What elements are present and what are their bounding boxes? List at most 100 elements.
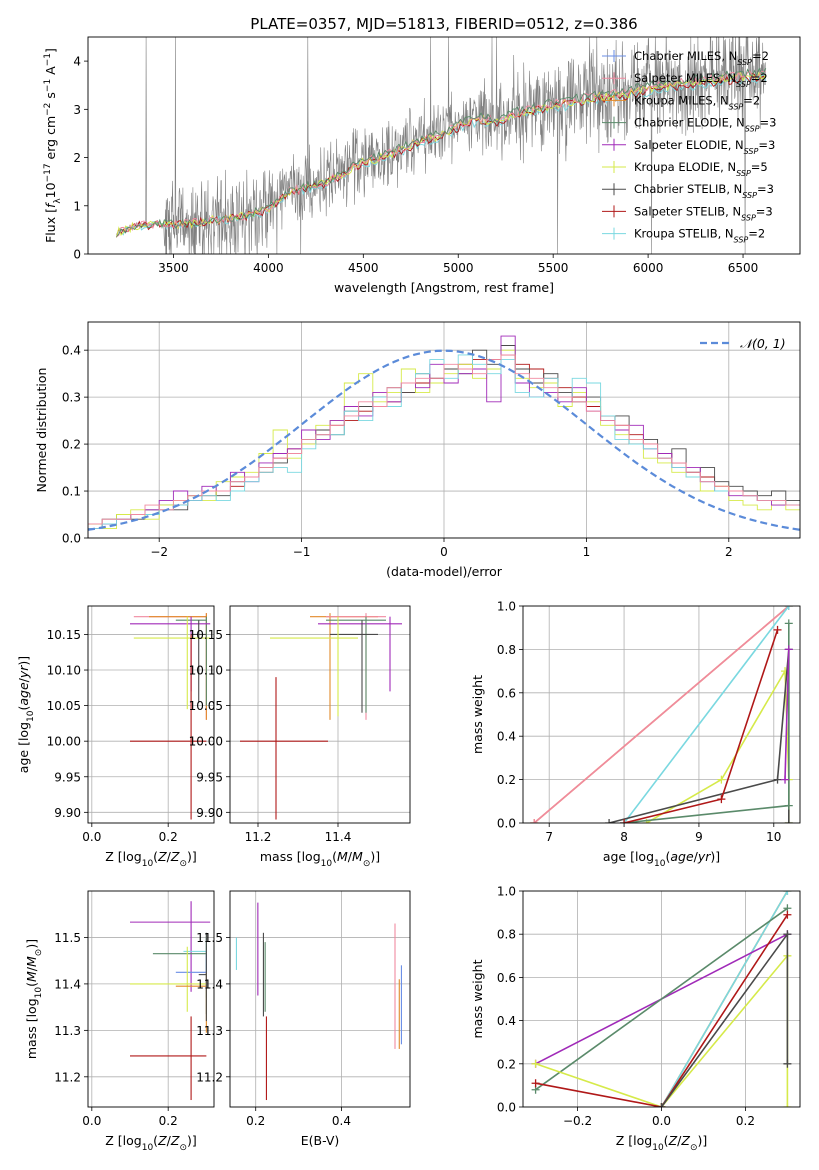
y-axis-label: Flux [fλ10−17 erg cm−2 s−1 A−1] [43,48,63,243]
plot-area [230,891,410,1107]
x-tick-label: 8 [620,830,628,844]
y-tick-label: 9.90 [196,806,223,820]
legend-label-kroupa_elodie: Kroupa ELODIE, NSSP=5 [634,160,768,178]
axes-frame [87,890,215,1108]
axes-frame [87,605,215,824]
weight-marker-kroupa_stelib [784,606,793,610]
x-axis-label: wavelength [Angstrom, rest frame] [334,280,554,295]
x-tick-label: 0.4 [332,1114,351,1128]
legend-label-chabrier_miles: Chabrier MILES, NSSP=2 [634,49,769,67]
x-tick-label: 0.2 [246,1114,265,1128]
x-tick-label: 0 [440,545,448,559]
panel-EBV-vs-mass: 0.2 0.4 11.2 11.3 11.4 11.5 E(B-V) [196,890,411,1148]
x-axis-label: Z [log10(Z/Z⊙)] [105,849,197,869]
weight-marker-kroupa_elodie [531,1059,540,1068]
x-tick-label: −2 [150,545,168,559]
weight-marker-chabrier_stelib [783,930,792,939]
weight-line-salpeter_miles [533,606,790,823]
x-tick-label: 0.0 [652,1114,671,1128]
weight-marker-salpeter_stelib [717,795,726,804]
weight-line-kroupa_stelib [623,606,790,823]
x-axis-label: E(B-V) [301,1133,340,1148]
weight-line-chabrier_elodie [535,907,788,1091]
plot-area [523,606,800,823]
x-tick-label: 4500 [348,261,379,275]
x-tick-label: 2 [725,545,733,559]
y-tick-label: 1 [73,199,81,213]
y-tick-label: 10.05 [189,699,223,713]
weight-marker-chabrier_stelib [773,775,782,784]
y-tick-label: 10.10 [189,664,223,678]
x-tick-label: 10 [766,830,781,844]
legend-label-salpeter_elodie: Salpeter ELODIE, NSSP=3 [634,138,775,156]
x-tick-label: 0.2 [159,830,178,844]
x-axis-label: Z [log10(Z/Z⊙)] [105,1133,197,1153]
y-tick-label: 1.0 [497,885,516,899]
x-tick-label: 1 [583,545,591,559]
weight-marker-chabrier_stelib [605,819,614,823]
panel-Z-vs-massweight: −0.2 0.0 0.2 0.0 0.2 0.4 0.6 0.8 1.0 Z [log10(Z/Z… [470,885,801,1153]
x-tick-label: 9 [695,830,703,844]
y-tick-label: 0.2 [497,773,516,787]
weight-marker-salpeter_stelib [620,819,629,823]
histogram-salpeter_miles [88,354,800,538]
x-axis-label: age [log10(age/yr)] [603,849,720,869]
axes-frame [522,890,801,1108]
y-tick-label: 0.6 [497,686,516,700]
y-tick-label: 0.1 [62,485,81,499]
x-axis-label: Z [log10(Z/Z⊙)] [616,1133,708,1153]
x-tick-label: 3500 [158,261,189,275]
y-tick-label: 10.15 [47,628,81,642]
legend-label-salpeter_stelib: Salpeter STELIB, NSSP=3 [634,204,773,222]
weight-marker-salpeter_stelib [773,625,782,634]
plot-area [88,891,214,1107]
x-axis-label: mass [log10(M/M⊙)] [260,849,380,869]
observed-spectrum [116,37,766,254]
weight-marker-kroupa_elodie [717,775,726,784]
weight-marker-kroupa_elodie [783,1103,792,1107]
legend-label-kroupa_stelib: Kroupa STELIB, NSSP=2 [634,227,765,245]
plot-area [88,606,214,823]
y-tick-label: 0.2 [497,1057,516,1071]
y-tick-label: 11.4 [54,977,81,991]
y-tick-label: 0.4 [497,730,516,744]
weight-marker-salpeter_miles [530,819,539,823]
legend-label-salpeter_miles: Salpeter MILES, NSSP=2 [634,71,768,89]
legend-label-chabrier_elodie: Chabrier ELODIE, NSSP=3 [634,116,776,134]
legend: Chabrier MILES, NSSP=2 Salpeter MILES, NS… [602,49,776,244]
plot-area [523,891,800,1107]
model-spectrum-chabrier_elodie [116,67,767,237]
y-tick-label: 0.2 [62,438,81,452]
x-tick-label: 6000 [633,261,664,275]
weight-marker-kroupa_stelib [783,891,792,895]
y-tick-label: 10.15 [189,628,223,642]
figure-title: PLATE=0357, MJD=51813, FIBERID=0512, z=0… [250,15,637,33]
y-axis-label: mass weight [470,959,485,1038]
y-tick-label: 10.10 [47,664,81,678]
y-tick-label: 0.3 [62,391,81,405]
y-axis-label: mass [log10(M/M⊙)] [24,939,44,1059]
weight-marker-chabrier_stelib [784,819,793,823]
y-tick-label: 0.0 [497,817,516,831]
x-tick-label: 0.0 [82,830,101,844]
x-tick-label: −0.2 [563,1114,592,1128]
weight-marker-salpeter_elodie [784,645,793,654]
panel-Z-vs-age: 0.0 0.2 9.90 9.95 10.00 10.05 10.10 10.15 Z [log… [16,605,215,869]
weight-line-kroupa_stelib [660,891,789,1107]
y-tick-label: 1.0 [497,600,516,614]
y-tick-label: 9.95 [54,770,81,784]
weight-marker-chabrier_stelib [657,1103,666,1107]
x-tick-label: −1 [293,545,311,559]
y-tick-label: 0.6 [497,971,516,985]
y-axis-label: Normed distribution [34,368,49,493]
panel-mass-vs-age: 11.2 11.4 9.90 9.95 10.00 10.05 10.10 10.15 mass… [189,605,411,869]
legend-label-chabrier_stelib: Chabrier STELIB, NSSP=3 [634,182,774,200]
x-tick-label: 11.2 [245,830,272,844]
weight-marker-chabrier_elodie [784,619,793,628]
y-tick-label: 10.00 [47,735,81,749]
y-tick-label: 0.8 [497,928,516,942]
y-tick-label: 11.2 [54,1070,81,1084]
axes-frame [229,890,411,1108]
plot-area [88,322,800,538]
panel-spectrum: 3500 4000 4500 5000 5500 6000 6500 0 1 2 3 4 wavelen… [43,36,801,295]
